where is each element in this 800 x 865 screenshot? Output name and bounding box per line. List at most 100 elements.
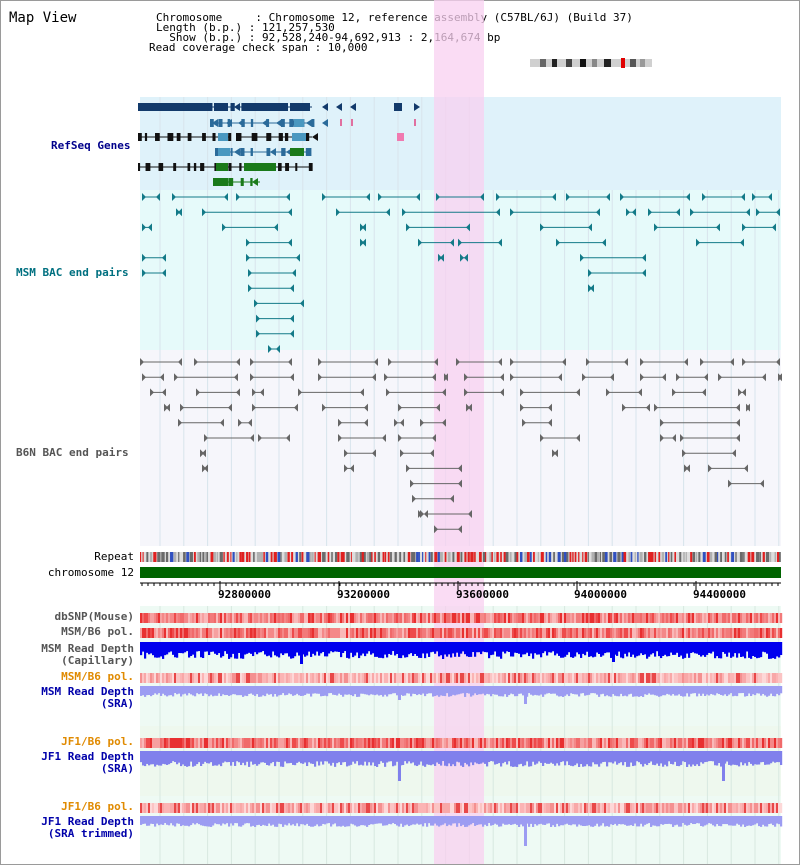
heat-cell xyxy=(536,613,539,623)
depth-bar xyxy=(360,751,363,765)
track-label-jf1-depth-trimmed[interactable]: JF1 Read Depth xyxy=(41,815,134,828)
heat-cell xyxy=(720,738,723,748)
track-label-msm-b6-pol[interactable]: MSM/B6 pol. xyxy=(61,625,134,638)
depth-bar xyxy=(160,816,163,825)
depth-bar xyxy=(154,751,157,767)
repeat-element xyxy=(695,552,698,562)
heat-cell xyxy=(146,673,149,683)
bac-end xyxy=(238,418,242,427)
heat-cell xyxy=(654,673,657,683)
depth-bar xyxy=(168,751,171,765)
heat-cell xyxy=(478,803,481,813)
gene-block xyxy=(290,148,304,156)
bac-end xyxy=(576,388,580,397)
depth-bar xyxy=(480,751,483,764)
depth-bar xyxy=(594,686,597,694)
depth-bar xyxy=(538,642,541,655)
depth-spike xyxy=(398,751,401,781)
depth-bar xyxy=(600,686,603,695)
heat-cell xyxy=(644,673,647,683)
heat-cell xyxy=(520,738,523,748)
depth-bar xyxy=(486,751,489,767)
track-label-msm-bac[interactable]: MSM BAC end pairs xyxy=(16,266,129,279)
heat-cell xyxy=(626,628,629,638)
depth-bar xyxy=(518,642,521,654)
heat-cell xyxy=(376,738,379,748)
depth-bar xyxy=(616,751,619,765)
depth-bar xyxy=(572,816,575,825)
depth-bar xyxy=(248,642,251,653)
heat-cell xyxy=(212,673,215,683)
depth-bar xyxy=(292,686,295,696)
heat-cell xyxy=(748,738,751,748)
chromosome-ideogram-icon[interactable] xyxy=(530,53,652,68)
heat-cell xyxy=(316,613,319,623)
depth-bar xyxy=(486,686,489,694)
repeat-element xyxy=(219,552,223,562)
heat-cell xyxy=(414,673,417,683)
depth-bar xyxy=(180,642,183,654)
track-label-refseq[interactable]: RefSeq Genes xyxy=(51,139,131,152)
repeat-element xyxy=(670,552,673,562)
track-label-msm-b6-pol-sra[interactable]: MSM/B6 pol. xyxy=(61,670,134,683)
depth-bar xyxy=(210,751,213,763)
heat-cell xyxy=(432,613,435,623)
heat-cell xyxy=(296,613,299,623)
heat-cell xyxy=(412,613,415,623)
heat-cell xyxy=(726,673,729,683)
depth-bar xyxy=(638,816,641,827)
track-label-msm-depth-capillary[interactable]: MSM Read Depth xyxy=(41,642,134,655)
bac-end xyxy=(648,208,652,217)
heat-cell xyxy=(166,613,169,623)
repeat-element xyxy=(613,552,617,562)
heat-cell xyxy=(766,628,769,638)
depth-bar xyxy=(722,816,725,825)
heat-cell xyxy=(234,613,237,623)
depth-bar xyxy=(474,642,477,657)
depth-bar xyxy=(746,686,749,697)
heat-cell xyxy=(582,803,585,813)
gene-strand-arrow xyxy=(234,103,240,111)
depth-bar xyxy=(278,816,281,824)
heat-cell xyxy=(512,628,515,638)
repeat-element xyxy=(602,552,605,562)
depth-bar xyxy=(732,642,735,657)
dbsnp-heatmap xyxy=(140,613,783,623)
depth-bar xyxy=(614,686,617,696)
heat-cell xyxy=(490,738,493,748)
depth-bar xyxy=(552,642,555,652)
heat-cell xyxy=(430,628,433,638)
track-label-b6n-bac[interactable]: B6N BAC end pairs xyxy=(16,446,129,459)
repeat-element xyxy=(241,552,245,562)
heat-cell xyxy=(520,628,523,638)
heat-cell xyxy=(232,803,235,813)
heat-cell xyxy=(730,628,733,638)
repeat-element xyxy=(416,552,419,562)
depth-bar xyxy=(570,642,573,658)
heat-cell xyxy=(168,673,171,683)
track-label-msm-depth-sra[interactable]: MSM Read Depth xyxy=(41,685,134,698)
depth-bar xyxy=(234,686,237,695)
depth-bar xyxy=(224,686,227,696)
track-label-jf1-b6-pol-trimmed[interactable]: JF1/B6 pol. xyxy=(61,800,134,813)
track-label-jf1-depth-sra[interactable]: JF1 Read Depth xyxy=(41,750,134,763)
heat-cell xyxy=(228,673,231,683)
depth-bar xyxy=(772,816,775,826)
depth-bar xyxy=(468,686,471,694)
depth-bar xyxy=(442,751,445,762)
track-label-jf1-b6-pol[interactable]: JF1/B6 pol. xyxy=(61,735,134,748)
track-label-dbsnp[interactable]: dbSNP(Mouse) xyxy=(54,610,134,623)
bac-end xyxy=(162,388,166,397)
heat-cell xyxy=(484,613,487,623)
heat-cell xyxy=(356,738,359,748)
heat-cell xyxy=(476,628,479,638)
depth-bar xyxy=(384,642,387,655)
depth-bar xyxy=(716,816,719,825)
depth-bar xyxy=(158,686,161,694)
heat-cell xyxy=(224,628,227,638)
depth-bar xyxy=(540,751,543,763)
depth-bar xyxy=(780,751,783,766)
depth-bar xyxy=(664,686,667,696)
heat-cell xyxy=(472,673,475,683)
